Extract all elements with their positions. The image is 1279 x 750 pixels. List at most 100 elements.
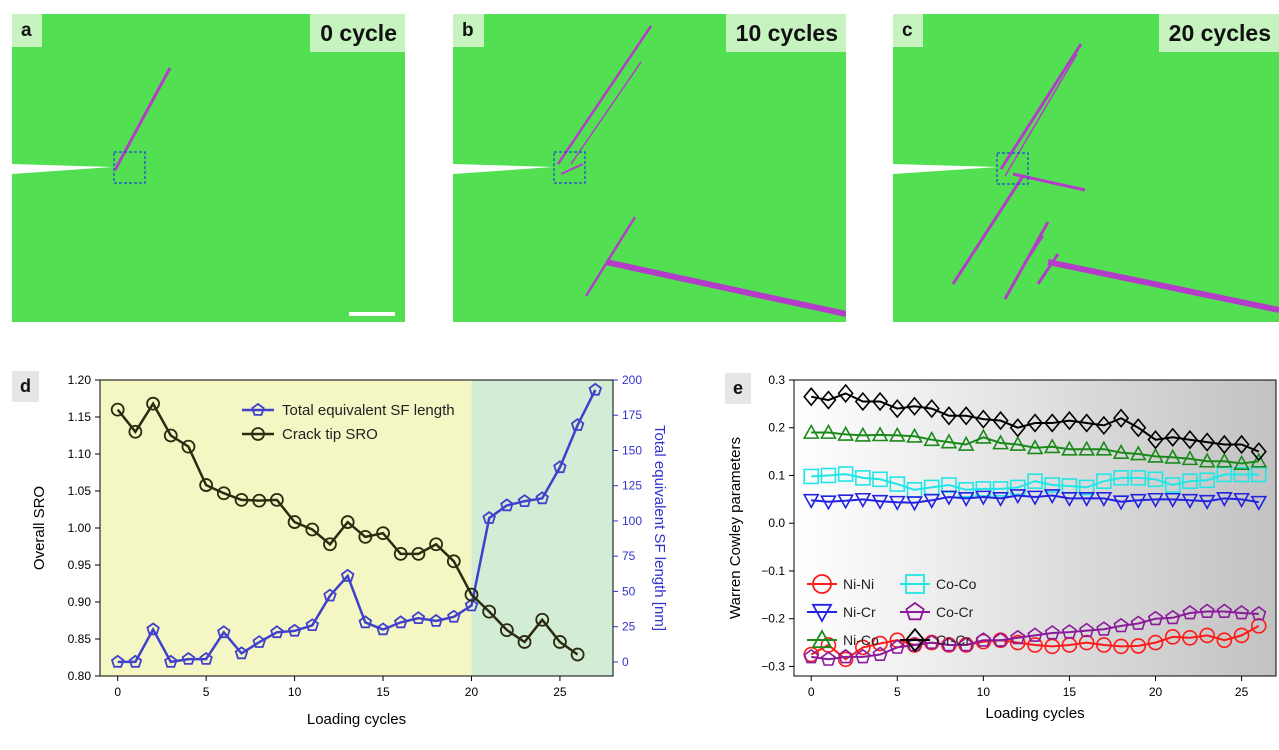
data-point [1113,617,1129,633]
data-point [1061,410,1078,431]
legend-marker [251,402,265,416]
data-point [1250,495,1268,511]
stacking-fault [1004,53,1078,177]
data-point [1182,605,1198,620]
y-axis-label: Overall SRO [31,486,48,570]
data-point [1078,479,1095,496]
legend-label: Ni-Ni [843,576,874,592]
y2-tick-label: 150 [622,443,642,457]
data-point [872,635,888,652]
data-point [1112,443,1130,459]
data-point [553,460,567,474]
panel-d-tag: d [12,371,39,402]
data-point [110,654,125,668]
data-point [1233,466,1250,483]
panel-c-atoms [893,43,1279,313]
x-tick-label: 5 [894,685,901,699]
data-point [872,391,889,412]
data-point [252,493,267,508]
data-point [1096,621,1112,636]
data-point [992,434,1009,450]
data-point [570,647,585,662]
data-point [1130,615,1146,630]
data-point [975,632,991,647]
plot-frame [793,379,1277,677]
y-tick-label: 1.15 [68,410,92,424]
stacking-fault [999,43,1083,170]
data-point [1044,477,1061,493]
crack-tip-box [113,151,146,184]
data-point [992,481,1009,497]
x-tick-label: 10 [977,685,991,699]
chart-d: 0 5 10 15 20 25 0.80 0.85 0.90 0.95 1.00 1.05 1.10 1.… [31,373,668,728]
plot-background [794,380,1276,676]
legend-label: Cr-Cr [936,632,971,648]
legend-marker [251,427,265,441]
legend-marker [811,603,833,623]
panel-e-tag: e [725,373,752,404]
cycle-label: 20 cycles [1158,14,1279,52]
data-point [429,613,443,627]
data-point [376,526,390,541]
data-point [1181,430,1198,450]
data-point [906,396,923,416]
y-tick-label: −0.1 [761,564,785,578]
data-point [1026,490,1044,506]
data-point [429,537,444,552]
data-point [128,654,143,668]
data-point [376,622,390,636]
data-point [803,648,819,664]
data-point [110,402,125,417]
data-point [199,478,214,492]
panel-tag: b [453,14,484,47]
stacking-fault [1003,221,1050,300]
data-point [163,428,178,443]
data-point [1096,637,1112,653]
data-point [1147,492,1164,509]
data-point [1043,438,1061,454]
data-point [1251,605,1267,621]
data-point [1199,627,1215,644]
data-point [889,398,906,419]
series-line [811,431,1259,465]
data-point [1147,430,1164,450]
data-point [181,651,196,665]
stacking-fault [556,25,653,165]
data-point [1181,493,1199,509]
y-tick-label: −0.3 [761,659,785,673]
data-point [1216,603,1232,619]
y2-tick-label: 175 [622,408,642,422]
y2-tick-label: 50 [622,584,636,598]
x-tick-label: 0 [808,685,815,699]
legend-marker [905,574,925,594]
data-point [535,491,549,505]
y-tick-label: 0.0 [768,516,785,530]
data-point [923,398,940,419]
data-point [1096,473,1112,490]
data-point [940,433,958,449]
data-point [411,546,426,561]
data-point [1095,415,1112,436]
x-tick-label: 0 [114,685,121,699]
data-point [1199,432,1216,452]
data-point [358,529,373,544]
data-point [1164,477,1181,493]
x-tick-label: 25 [1235,685,1249,699]
data-point [837,466,854,482]
legend-label: Ni-Co [843,632,879,648]
legend-label: Total equivalent SF length [282,402,455,419]
series-line [810,625,1260,661]
series-line [811,494,1259,504]
data-point [992,492,1009,508]
stacking-fault [951,175,1025,285]
legend-label: Co-Co [936,576,977,592]
data-point [1044,625,1060,640]
panel-a-atoms [12,67,395,316]
y-tick-label: 1.10 [68,447,92,461]
scale-bar [349,312,395,316]
data-point [906,427,923,443]
data-point [199,651,213,665]
legend-marker [904,627,926,653]
data-point [871,426,889,442]
legend-label: Co-Cr [936,604,974,620]
